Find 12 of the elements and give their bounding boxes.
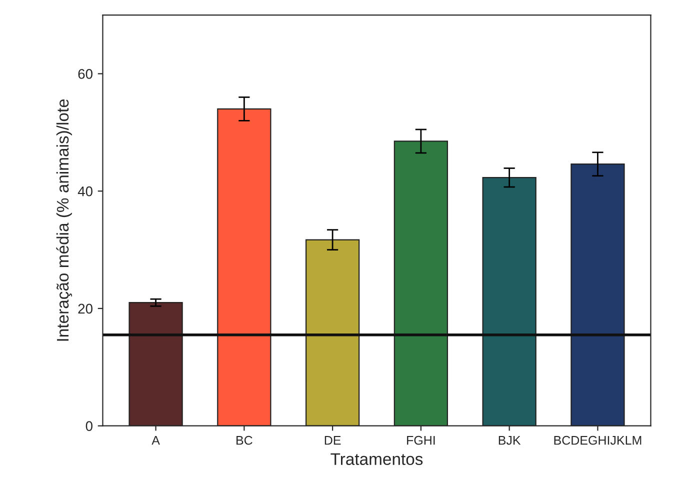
y-axis-title: Interação média (% animais)/lote bbox=[56, 99, 72, 341]
x-axis-title: Tratamentos bbox=[330, 453, 423, 466]
y-tick-label: 20 bbox=[78, 304, 92, 314]
x-tick-label: FGHI bbox=[407, 436, 435, 445]
x-tick-label: DE bbox=[324, 436, 341, 445]
x-tick-label: BCDEGHIJKLM bbox=[554, 436, 642, 445]
x-tick-label: BJK bbox=[498, 436, 521, 445]
y-tick-label: 60 bbox=[78, 69, 92, 79]
y-tick-label: 40 bbox=[78, 186, 92, 196]
x-tick-label: BC bbox=[236, 436, 252, 445]
x-tick-label: A bbox=[152, 436, 160, 445]
y-tick-label: 0 bbox=[86, 421, 92, 432]
